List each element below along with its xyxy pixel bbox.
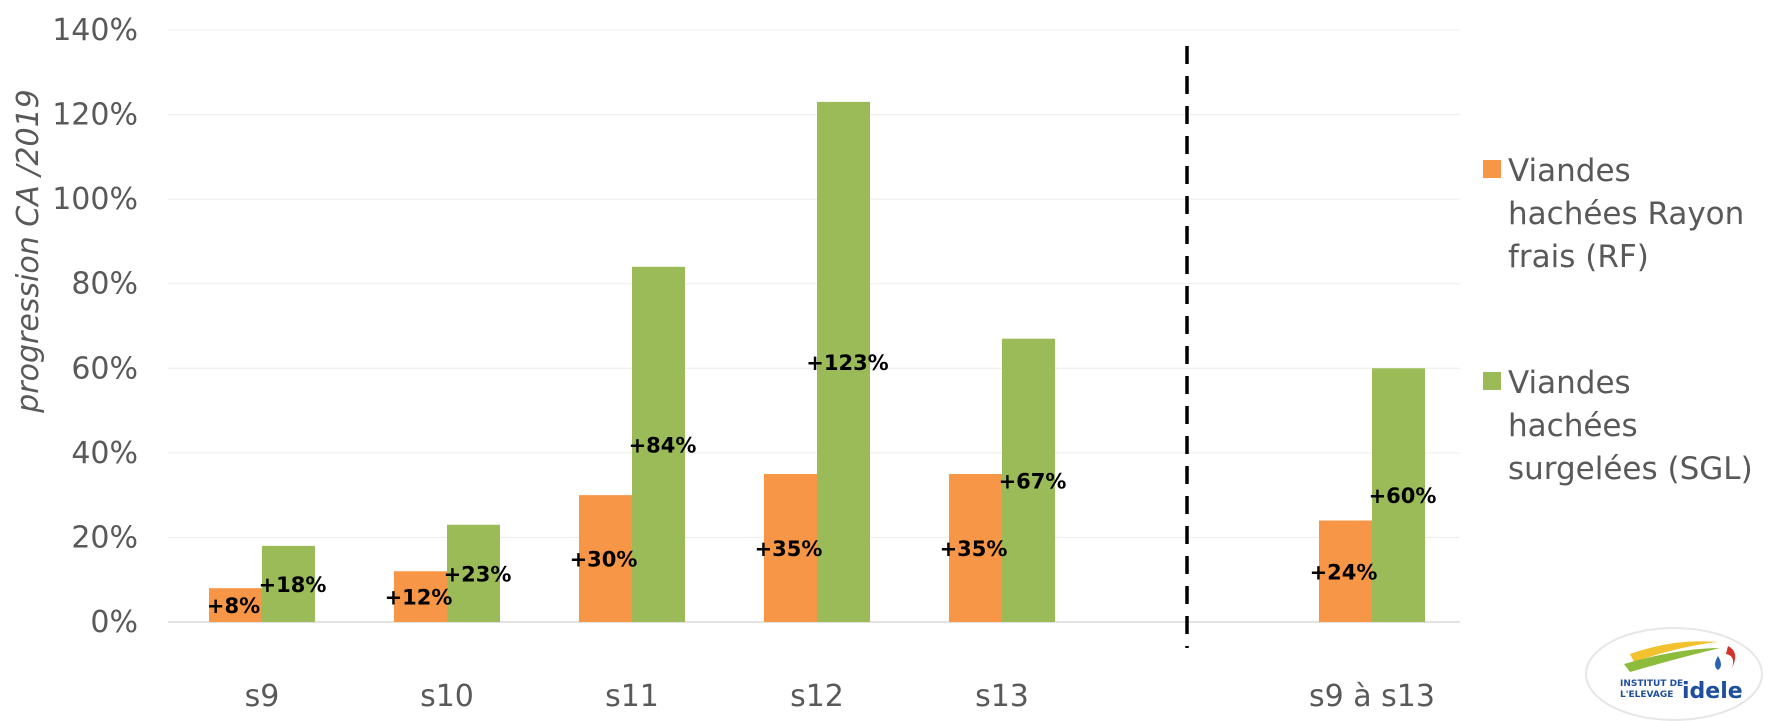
data-label-sgl: +84%	[629, 433, 697, 457]
legend-swatch-sgl	[1483, 372, 1501, 390]
data-label-sgl: +23%	[444, 562, 512, 586]
y-tick-label: 120%	[52, 98, 138, 133]
data-label-rf: +30%	[570, 548, 638, 572]
y-axis-title: progression CA /2019	[11, 89, 46, 414]
logo-red-mark	[1726, 646, 1736, 668]
logo-badge	[1585, 627, 1763, 721]
legend-label-line: frais (RF)	[1508, 239, 1649, 275]
y-axis-ticks: 0% 20% 40% 60% 80% 100% 120% 140%	[52, 13, 138, 640]
data-label-sgl: +67%	[999, 469, 1067, 493]
logo-brand: idele	[1682, 679, 1743, 704]
legend: Viandes hachées Rayon frais (RF) Viandes hac…	[1483, 153, 1753, 487]
bar-rf	[1319, 520, 1372, 622]
y-tick-label: 20%	[71, 520, 138, 555]
bar-sgl	[447, 524, 500, 622]
y-tick-label: 60%	[71, 351, 138, 386]
data-label-rf: +8%	[207, 594, 260, 618]
x-axis-labels: s9 s10 s11 s12 s13 s9 à s13	[245, 679, 1435, 714]
x-tick-label: s11	[605, 679, 659, 714]
legend-label-line: Viandes	[1508, 365, 1631, 401]
x-tick-label: s9	[245, 679, 280, 714]
data-label-sgl: +18%	[259, 573, 327, 597]
data-label-rf: +35%	[755, 537, 823, 561]
bar-sgl	[1372, 368, 1425, 622]
bar-rf	[764, 474, 817, 622]
data-label-rf: +12%	[385, 586, 453, 610]
legend-label-line: hachées Rayon	[1508, 196, 1744, 232]
bar-rf	[579, 495, 632, 622]
x-tick-label: s10	[420, 679, 474, 714]
logo-text-bottom: L'ELEVAGE	[1620, 690, 1673, 700]
data-labels: +8% +12% +30% +35% +35% +24% +18% +23% +84% +123%…	[207, 351, 1437, 618]
institut-elevage-logo: INSTITUT DE L'ELEVAGE idele	[1585, 627, 1763, 721]
logo-blue-drop	[1715, 656, 1721, 670]
legend-label-line: surgelées (SGL)	[1508, 451, 1753, 487]
y-tick-label: 100%	[52, 182, 138, 217]
y-tick-label: 40%	[71, 436, 138, 471]
bars	[209, 101, 1425, 622]
y-tick-label: 140%	[52, 13, 138, 48]
y-tick-label: 80%	[71, 267, 138, 302]
logo-swoosh-yellow	[1630, 641, 1718, 662]
data-label-rf: +35%	[940, 537, 1008, 561]
bar-rf	[209, 588, 262, 622]
x-tick-label: s13	[975, 679, 1029, 714]
x-tick-label: s9 à s13	[1309, 679, 1435, 714]
logo-text-top: INSTITUT DE	[1620, 679, 1683, 689]
data-label-sgl: +60%	[1369, 484, 1437, 508]
bar-sgl	[262, 545, 315, 622]
bar-rf	[949, 474, 1002, 622]
bar-sgl	[817, 101, 870, 622]
data-label-sgl: +123%	[806, 351, 888, 375]
bar-rf	[394, 571, 447, 622]
bar-sgl	[632, 266, 685, 622]
logo-swoosh-green	[1624, 648, 1720, 672]
data-label-rf: +24%	[1310, 560, 1378, 584]
legend-label-line: Viandes	[1508, 153, 1631, 189]
bar-sgl	[1002, 338, 1055, 622]
legend-label-line: hachées	[1508, 408, 1638, 444]
grid-lines	[168, 29, 1460, 623]
x-tick-label: s12	[790, 679, 844, 714]
legend-swatch-rf	[1483, 160, 1501, 178]
y-tick-label: 0%	[90, 605, 138, 640]
